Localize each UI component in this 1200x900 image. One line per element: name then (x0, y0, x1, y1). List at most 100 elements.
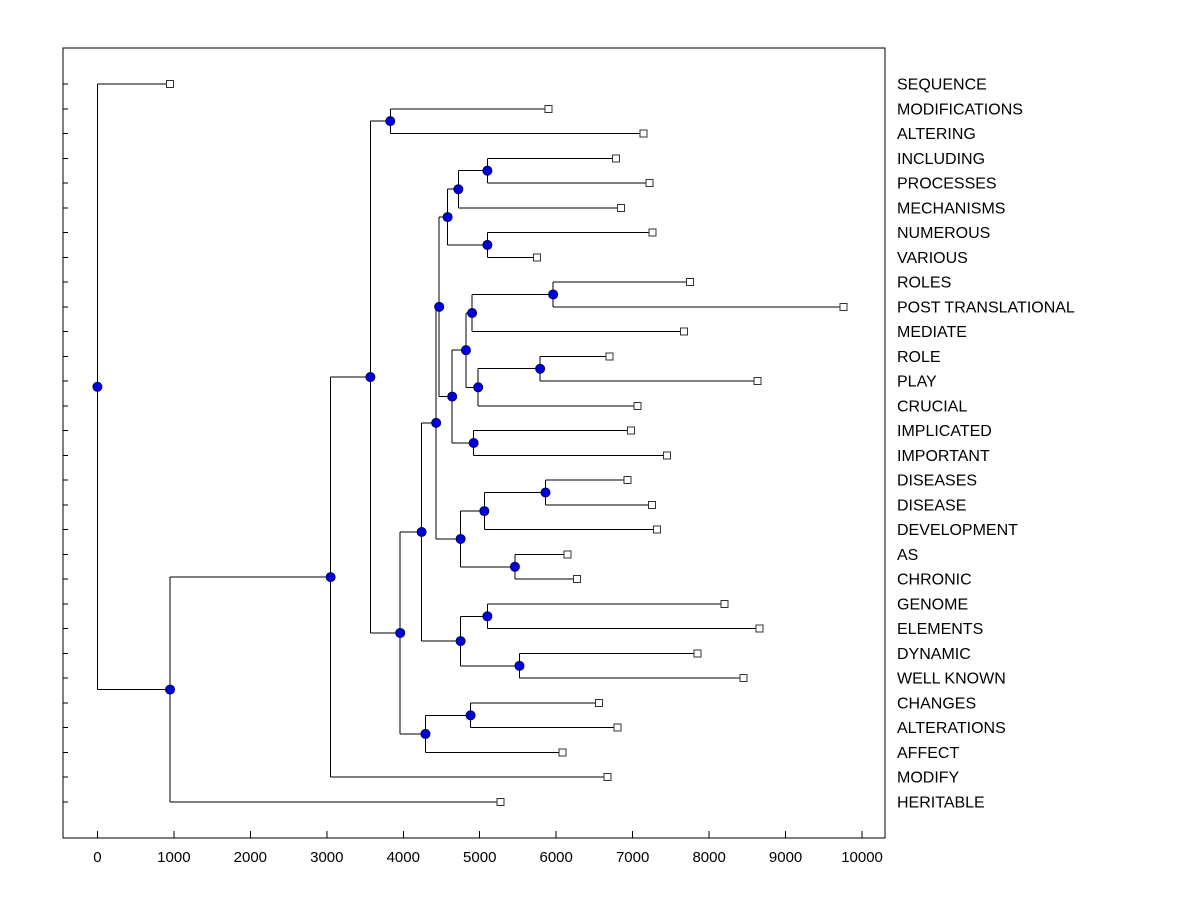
leaf-marker (653, 525, 662, 534)
leaf-label: POST TRANSLATIONAL (897, 299, 1075, 316)
x-axis-tick-label: 8000 (692, 849, 725, 866)
leaf-label: DYNAMIC (897, 646, 971, 663)
leaf-label: GENOME (897, 596, 968, 613)
leaf-label: IMPORTANT (897, 448, 990, 465)
leaf-marker (544, 104, 553, 113)
internal-node-marker (455, 636, 466, 647)
leaf-label: INCLUDING (897, 151, 985, 168)
leaf-marker (563, 550, 572, 559)
internal-node-marker (455, 533, 466, 544)
x-axis-tick-label: 1000 (157, 849, 190, 866)
internal-node-marker (473, 382, 484, 393)
leaf-marker (496, 798, 505, 806)
leaf-marker (572, 575, 581, 584)
leaf-marker (645, 179, 654, 188)
leaf-marker (605, 352, 614, 361)
internal-node-marker (434, 301, 445, 312)
x-axis-tick-label: 5000 (463, 849, 496, 866)
internal-node-marker (453, 184, 464, 195)
leaf-label: ALTERATIONS (897, 720, 1006, 737)
leaf-label: NUMEROUS (897, 225, 990, 242)
internal-node-marker (535, 363, 546, 374)
leaf-label: ROLES (897, 275, 951, 292)
leaf-marker (613, 723, 622, 732)
internal-node-marker (447, 391, 458, 402)
internal-node-marker (540, 487, 551, 498)
internal-node-marker (385, 116, 396, 127)
internal-node-marker (442, 212, 453, 223)
x-axis-tick-label: 2000 (234, 849, 267, 866)
leaf-label: DISEASE (897, 497, 966, 514)
internal-node-marker (420, 728, 431, 739)
internal-node-marker (468, 438, 479, 448)
internal-node-marker (482, 239, 493, 250)
leaf-label: AS (897, 547, 918, 564)
leaf-marker (166, 80, 175, 88)
leaf-label: HERITABLE (897, 795, 985, 812)
internal-node-marker (548, 289, 559, 300)
x-axis-tick-label: 0 (93, 849, 101, 866)
leaf-label: CHRONIC (897, 572, 972, 589)
leaf-label: ALTERING (897, 126, 976, 143)
leaf-marker (739, 674, 748, 683)
leaf-label: ROLE (897, 349, 941, 366)
leaf-marker (693, 649, 702, 658)
internal-node-marker (467, 308, 478, 319)
leaf-label: PLAY (897, 374, 937, 391)
leaf-label: MODIFY (897, 770, 960, 787)
leaf-label: MECHANISMS (897, 200, 1005, 217)
internal-node-marker (365, 372, 376, 383)
leaf-marker (686, 278, 695, 287)
leaf-marker (603, 773, 612, 782)
leaf-marker (679, 327, 688, 336)
x-axis-tick-label: 7000 (616, 849, 649, 866)
leaf-label: VARIOUS (897, 250, 968, 267)
internal-node-marker (416, 526, 427, 537)
leaf-label: AFFECT (897, 745, 959, 762)
leaf-label: CRUCIAL (897, 398, 967, 415)
internal-node-marker (465, 710, 476, 721)
leaf-marker (623, 476, 632, 485)
x-axis-tick-label: 4000 (387, 849, 420, 866)
internal-node-marker (431, 417, 442, 428)
leaf-marker (595, 698, 604, 707)
leaf-marker (558, 748, 567, 757)
leaf-marker (663, 451, 672, 460)
leaf-marker (611, 154, 620, 163)
internal-node-marker (92, 381, 103, 392)
leaf-marker (633, 401, 642, 410)
leaf-label: DISEASES (897, 473, 977, 490)
internal-node-marker (479, 506, 490, 517)
leaf-marker (533, 253, 542, 262)
x-axis-tick-label: 3000 (310, 849, 343, 866)
leaf-marker (617, 203, 626, 212)
leaf-marker (720, 599, 729, 608)
leaf-marker (648, 228, 657, 237)
internal-node-marker (325, 572, 336, 583)
internal-node-marker (482, 611, 493, 622)
internal-node-marker (460, 345, 471, 356)
internal-node-marker (509, 561, 520, 572)
leaf-marker (647, 500, 656, 509)
leaf-marker (753, 377, 762, 386)
leaf-label: CHANGES (897, 695, 976, 712)
plot-box (62, 47, 886, 839)
leaf-label: IMPLICATED (897, 423, 992, 440)
leaf-label: SEQUENCE (897, 77, 987, 94)
leaf-marker (627, 426, 636, 435)
x-axis-tick-label: 9000 (769, 849, 802, 866)
leaf-label: DEVELOPMENT (897, 522, 1018, 539)
leaf-marker (639, 129, 648, 138)
internal-node-marker (165, 684, 176, 695)
internal-node-marker (395, 627, 406, 638)
leaf-label: MEDIATE (897, 324, 967, 341)
leaf-label: WELL KNOWN (897, 671, 1006, 688)
leaf-label: ELEMENTS (897, 621, 983, 638)
leaf-label: PROCESSES (897, 176, 997, 193)
x-axis-tick-label: 6000 (540, 849, 573, 866)
leaf-marker (755, 624, 764, 633)
internal-node-marker (482, 165, 493, 176)
